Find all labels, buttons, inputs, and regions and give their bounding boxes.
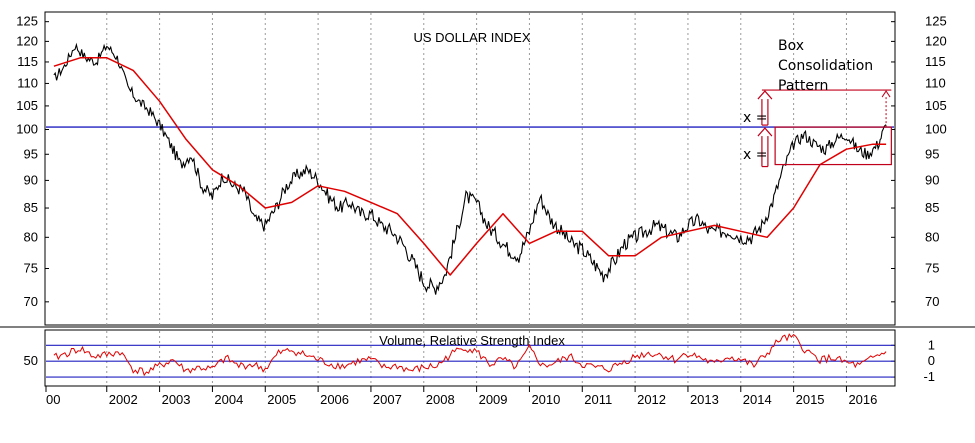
x-tick-2004: 2004 — [214, 392, 243, 407]
y-tick-left-85: 85 — [24, 200, 38, 215]
reference-lines — [46, 126, 894, 378]
y-tick-right-80: 80 — [925, 229, 939, 244]
x-tick-2010: 2010 — [531, 392, 560, 407]
y-tick-left-95: 95 — [24, 146, 38, 161]
y-tick-right-110: 110 — [925, 75, 946, 90]
y-tick-left-120: 120 — [16, 33, 38, 48]
x-tick-00: 00 — [46, 392, 60, 407]
x-tick-2012: 2012 — [637, 392, 666, 407]
y-tick-left-115: 115 — [17, 54, 38, 69]
box-label-line-2: Consolidation — [778, 58, 873, 74]
y-tick-right-105: 105 — [925, 98, 947, 113]
x-tick-2007: 2007 — [373, 392, 402, 407]
y-tick-right-85: 85 — [925, 200, 939, 215]
x-tick-labels: 00 2002 2003 2004 2005 2006 2007 2008 2009 2010 20… — [45, 386, 877, 407]
y-tick-right-115: 115 — [925, 54, 946, 69]
y-tick-left-75: 75 — [24, 260, 38, 275]
x-tick-2009: 2009 — [479, 392, 508, 407]
lower-y-tick-right-0: 0 — [928, 353, 935, 368]
x-tick-2006: 2006 — [320, 392, 349, 407]
annotation-layer — [757, 89, 892, 168]
x-tick-2014: 2014 — [743, 392, 772, 407]
x-tick-2008: 2008 — [426, 392, 455, 407]
y-tick-left-110: 110 — [17, 75, 38, 90]
moving-average-line — [53, 57, 887, 276]
y-tick-right-120: 120 — [925, 33, 947, 48]
x-equals-label-lower: x = — [743, 147, 767, 163]
y-tick-right-90: 90 — [925, 172, 939, 187]
lower-plot-frame — [44, 329, 896, 387]
lower-y-tick-left-50: 50 — [24, 353, 38, 368]
consolidation-box — [774, 126, 892, 166]
y-tick-right-95: 95 — [925, 146, 939, 161]
y-tick-left-70: 70 — [24, 294, 38, 309]
target-measure-arrowhead — [881, 90, 891, 98]
x-tick-2002: 2002 — [109, 392, 138, 407]
chart-title: US DOLLAR INDEX — [413, 30, 530, 45]
y-tick-left-125: 125 — [16, 14, 38, 29]
y-tick-left-90: 90 — [24, 172, 38, 187]
series-layer — [53, 42, 887, 377]
y-tick-right-100: 100 — [925, 121, 947, 136]
x-tick-2011: 2011 — [584, 392, 612, 407]
box-label-line-1: Box — [778, 38, 804, 54]
upper-y-ticks: 70 70 75 75 80 80 85 85 90 90 95 95 100 100 105 105 110 1… — [16, 14, 946, 309]
x-tick-2016: 2016 — [848, 392, 877, 407]
y-tick-right-125: 125 — [925, 14, 947, 29]
oscillator-line — [53, 333, 887, 377]
y-tick-left-80: 80 — [24, 229, 38, 244]
lower-panel-title: Volume, Relative Strength Index — [379, 333, 565, 348]
lower-y-tick-right-1: 1 — [928, 337, 935, 352]
y-tick-left-105: 105 — [16, 98, 38, 113]
box-label-line-3: Pattern — [778, 78, 828, 94]
upper-plot-frame — [44, 11, 896, 326]
box-height-arrow — [757, 127, 773, 168]
x-tick-2005: 2005 — [267, 392, 296, 407]
x-tick-2003: 2003 — [162, 392, 191, 407]
x-tick-2013: 2013 — [690, 392, 719, 407]
price-series-line — [53, 42, 887, 295]
x-tick-2015: 2015 — [796, 392, 825, 407]
lower-y-tick-right--1: -1 — [923, 369, 935, 384]
x-equals-label-upper: x = — [743, 110, 767, 126]
projection-arrow — [757, 90, 773, 126]
y-tick-right-75: 75 — [925, 260, 939, 275]
y-tick-right-70: 70 — [925, 294, 939, 309]
y-tick-left-100: 100 — [16, 121, 38, 136]
lower-y-ticks: 50 10-1 — [24, 337, 935, 384]
